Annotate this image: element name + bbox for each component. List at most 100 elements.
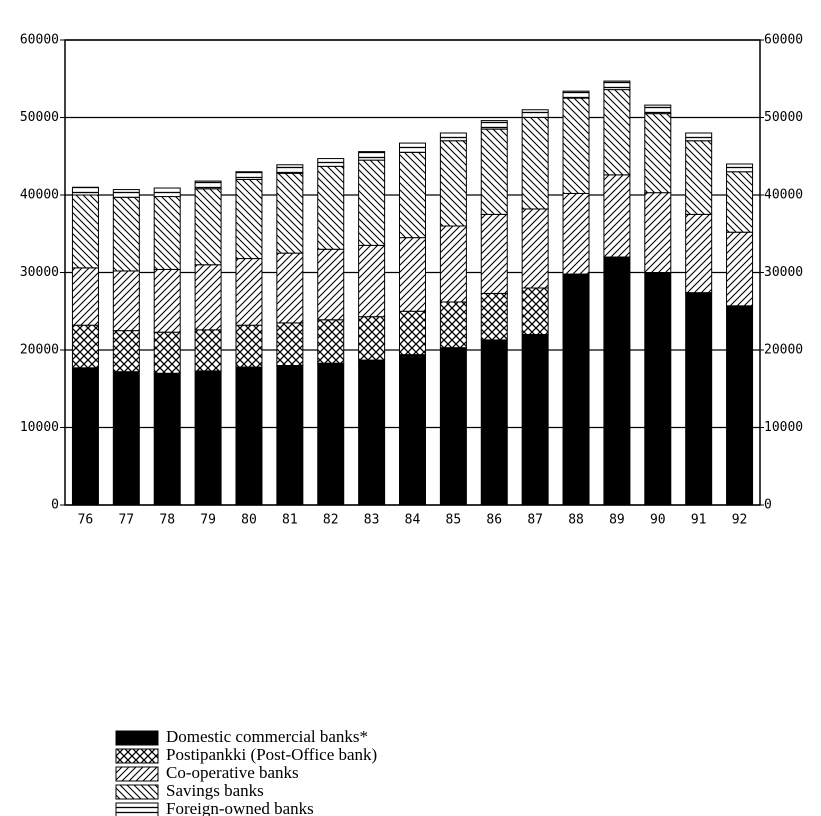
x-tick-label: 78 <box>159 513 175 528</box>
bar-segment <box>726 163 754 173</box>
bar-segment <box>71 186 99 196</box>
legend-swatch <box>115 766 159 782</box>
legend-swatch <box>115 730 159 746</box>
bar-segment <box>439 225 467 303</box>
bar-segment <box>480 213 508 294</box>
legend-swatch <box>115 802 159 816</box>
bar-segment <box>439 301 467 349</box>
legend: Postipankki (Post-Office bank) <box>166 745 377 764</box>
x-tick-label: 77 <box>118 513 134 528</box>
y2-tick-label: 30000 <box>764 265 803 280</box>
bar-segment <box>153 187 181 198</box>
bar-segment <box>317 248 345 321</box>
bar-segment <box>603 256 631 506</box>
x-tick-label: 79 <box>200 513 216 528</box>
y-tick-label: 60000 <box>20 33 59 48</box>
bar-segment <box>685 292 713 506</box>
x-tick-label: 76 <box>78 513 94 528</box>
bar-segment <box>317 165 345 250</box>
y-tick-label: 20000 <box>20 343 59 358</box>
bar-segment <box>71 267 99 326</box>
y-tick-label: 50000 <box>20 110 59 125</box>
bar-segment <box>153 331 181 374</box>
y2-tick-label: 20000 <box>764 343 803 358</box>
bar-segment <box>644 192 672 273</box>
bar-segment <box>562 192 590 275</box>
x-tick-label: 89 <box>609 513 625 528</box>
bar-segment <box>480 339 508 506</box>
bar-segment <box>685 132 713 142</box>
bar-segment <box>235 366 263 506</box>
bar-segment <box>521 287 549 335</box>
bar-segment <box>235 179 263 260</box>
x-tick-label: 83 <box>364 513 380 528</box>
x-tick-label: 86 <box>486 513 502 528</box>
bar-segment <box>358 359 386 506</box>
legend: Foreign-owned banks <box>166 799 314 816</box>
y2-tick-label: 40000 <box>764 188 803 203</box>
y-tick-label: 30000 <box>20 265 59 280</box>
bar-segment <box>71 367 99 506</box>
legend-swatch <box>115 784 159 800</box>
x-tick-label: 87 <box>527 513 543 528</box>
bar-segment <box>521 208 549 289</box>
x-tick-label: 85 <box>446 513 462 528</box>
bar-segment <box>399 142 426 153</box>
x-tick-label: 90 <box>650 513 666 528</box>
bar-segment <box>726 231 754 307</box>
bar-segment <box>644 104 672 115</box>
x-tick-label: 92 <box>732 513 748 528</box>
bar-segment <box>317 158 345 167</box>
bar-segment <box>317 319 345 364</box>
bar-segment <box>153 268 181 333</box>
y-tick-label: 10000 <box>20 420 59 435</box>
bar-segment <box>644 272 672 506</box>
bar-segment <box>194 180 222 190</box>
x-tick-label: 81 <box>282 513 298 528</box>
legend-swatch <box>115 748 159 764</box>
x-tick-label: 80 <box>241 513 257 528</box>
y2-tick-label: 0 <box>764 498 772 513</box>
bar-segment <box>603 174 631 258</box>
bar-segment <box>71 194 99 269</box>
x-tick-label: 88 <box>568 513 584 528</box>
bar-segment <box>194 370 222 506</box>
bar-segment <box>194 188 222 266</box>
bar-segment <box>399 310 426 356</box>
bar-segment <box>276 252 304 324</box>
bar-segment <box>399 354 426 506</box>
bar-segment <box>194 329 222 372</box>
y-tick-label: 40000 <box>20 188 59 203</box>
bar-segment <box>685 140 713 215</box>
y2-tick-label: 50000 <box>764 110 803 125</box>
bar-segment <box>358 316 386 361</box>
bar-segment <box>153 372 181 506</box>
bar-segment <box>399 151 426 239</box>
x-tick-label: 82 <box>323 513 339 528</box>
bar-segment <box>276 322 304 366</box>
bar-segment <box>562 273 590 506</box>
bar-segment <box>644 113 672 194</box>
bar-segment <box>194 264 222 331</box>
bar-segment <box>521 117 549 210</box>
bar-segment <box>480 120 508 130</box>
bar-segment <box>358 159 386 246</box>
bar-segment <box>276 164 304 174</box>
bar-segment <box>603 89 631 176</box>
bar-segment <box>276 365 304 506</box>
bar-segment <box>153 196 181 270</box>
bar-segment <box>439 132 467 142</box>
bar-segment <box>358 151 386 161</box>
x-tick-label: 84 <box>405 513 421 528</box>
bar-segment <box>480 128 508 215</box>
bar-segment <box>317 362 345 506</box>
bar-segment <box>726 171 754 233</box>
bar-segment <box>726 305 754 506</box>
bar-segment <box>112 371 140 506</box>
y-tick-label: 0 <box>51 498 59 513</box>
bar-segment <box>399 237 426 312</box>
bar-segment <box>439 140 467 227</box>
bar-segment <box>358 244 386 318</box>
bar-segment <box>521 334 549 506</box>
x-tick-label: 91 <box>691 513 707 528</box>
